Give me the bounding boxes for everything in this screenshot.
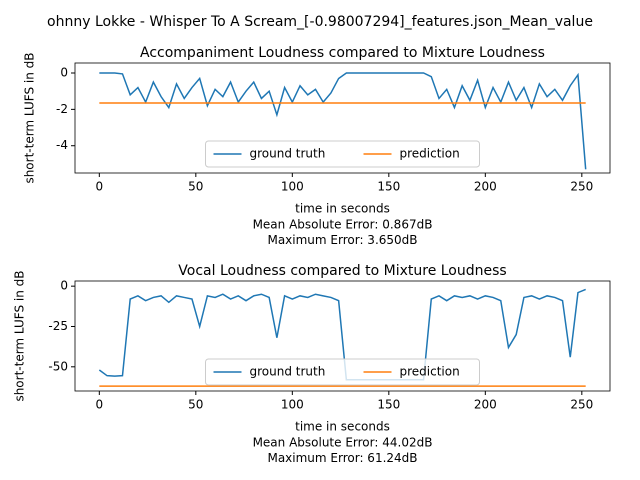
chart-title: Vocal Loudness compared to Mixture Loudn… (178, 263, 506, 279)
y-tick-label: -2 (56, 102, 68, 116)
y-axis-label: short-term LUFS in dB (23, 52, 37, 183)
x-tick-label: 50 (188, 180, 203, 194)
x-tick-label: 100 (281, 398, 304, 412)
annotation: Maximum Error: 3.650dB (267, 233, 417, 247)
legend-label: prediction (400, 365, 460, 379)
x-tick-label: 200 (474, 180, 497, 194)
x-axis-label: time in seconds (295, 420, 390, 434)
x-tick-label: 150 (377, 398, 400, 412)
legend-label: ground truth (250, 365, 326, 379)
x-tick-label: 250 (570, 180, 593, 194)
x-tick-label: 100 (281, 180, 304, 194)
legend-box (205, 358, 480, 386)
plot-frame (74, 62, 611, 174)
y-tick-label: -4 (56, 138, 68, 152)
x-axis-label: time in seconds (295, 202, 390, 216)
data-line (99, 72, 587, 170)
y-tick-label: 0 (60, 279, 68, 293)
x-tick-label: 150 (377, 180, 400, 194)
y-tick-label: -50 (48, 359, 68, 373)
legend: ground truth prediction (205, 140, 480, 168)
x-tick-label: 200 (474, 398, 497, 412)
data-line (98, 288, 586, 381)
legend-label: prediction (400, 147, 460, 161)
plot-frame (74, 280, 611, 392)
x-tick-label: 0 (95, 398, 103, 412)
x-tick-label: 0 (95, 180, 103, 194)
annotation: Mean Absolute Error: 0.867dB (253, 218, 433, 232)
y-axis-label: short-term LUFS in dB (13, 270, 27, 401)
legend-box (205, 140, 480, 168)
legend-label: ground truth (250, 147, 326, 161)
x-tick-label: 250 (570, 398, 593, 412)
chart-title: Accompaniment Loudness compared to Mixtu… (140, 45, 545, 61)
y-tick-label: -25 (48, 319, 68, 333)
annotation: Mean Absolute Error: 44.02dB (253, 436, 433, 450)
x-tick-label: 50 (188, 398, 203, 412)
y-tick-label: 0 (60, 66, 68, 80)
legend: ground truth prediction (205, 358, 480, 386)
figure-title: ohnny Lokke - Whisper To A Scream_[-0.98… (47, 14, 593, 30)
annotation: Maximum Error: 61.24dB (267, 451, 417, 465)
